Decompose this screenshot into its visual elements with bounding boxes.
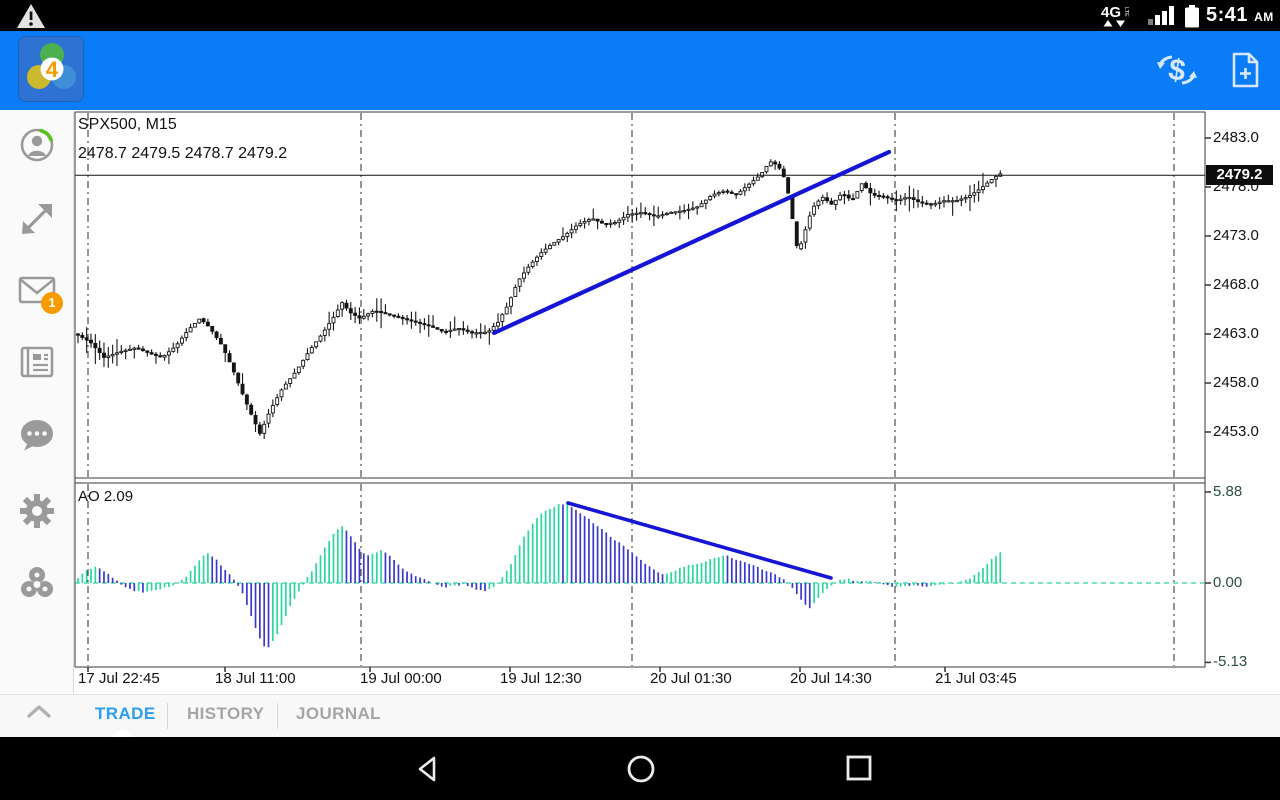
network-4g-lte-icon: 4G LTE bbox=[1101, 4, 1129, 27]
svg-text:4: 4 bbox=[46, 57, 59, 82]
sidebar-item-settings[interactable] bbox=[15, 489, 59, 533]
sidebar-item-messages[interactable] bbox=[15, 412, 59, 456]
indicator-tick-label: 5.88 bbox=[1213, 482, 1243, 500]
android-nav-bar bbox=[0, 737, 1280, 800]
svg-text:4G: 4G bbox=[1101, 4, 1121, 21]
back-icon[interactable] bbox=[415, 754, 441, 784]
clock: 5:41 AM bbox=[1206, 4, 1274, 27]
clock-meridiem: AM bbox=[1254, 10, 1274, 24]
tab-trade[interactable]: TRADE bbox=[95, 704, 156, 723]
sidebar-item-about[interactable] bbox=[15, 561, 59, 605]
svg-text:$: $ bbox=[1166, 53, 1187, 88]
signal-bars-icon bbox=[1148, 6, 1174, 25]
chart-background bbox=[74, 110, 1280, 694]
current-price-badge: 2479.2 bbox=[1206, 165, 1273, 185]
time-tick-label: 18 Jul 11:00 bbox=[215, 670, 296, 687]
indicator-tick-label: -5.13 bbox=[1213, 653, 1248, 671]
time-tick-label: 19 Jul 12:30 bbox=[500, 670, 582, 687]
recent-apps-icon[interactable] bbox=[845, 754, 873, 782]
news-icon bbox=[20, 346, 54, 378]
gear-icon bbox=[20, 494, 54, 528]
mail-icon bbox=[18, 276, 56, 304]
battery-icon bbox=[1185, 5, 1199, 28]
price-tick-label: 2453.0 bbox=[1213, 423, 1259, 440]
time-tick-label: 17 Jul 22:45 bbox=[78, 670, 160, 687]
sidebar-item-charts[interactable] bbox=[15, 197, 59, 241]
tab-divider bbox=[277, 703, 278, 729]
bottom-tab-bar: TRADE HISTORY JOURNAL bbox=[0, 694, 1280, 737]
price-tick-label: 2458.0 bbox=[1213, 374, 1259, 391]
sidebar: 1 bbox=[0, 110, 74, 694]
tab-journal[interactable]: JOURNAL bbox=[296, 704, 381, 723]
trade-panel-notch bbox=[110, 729, 134, 737]
new-order-icon[interactable] bbox=[1223, 48, 1267, 92]
price-tick-label: 2463.0 bbox=[1213, 325, 1259, 342]
price-tick-label: 2483.0 bbox=[1213, 129, 1259, 146]
sidebar-item-mailbox[interactable]: 1 bbox=[15, 268, 63, 314]
indicator-label: AO 2.09 bbox=[78, 488, 134, 505]
time-tick-label: 20 Jul 01:30 bbox=[650, 670, 732, 687]
mail-unread-badge: 1 bbox=[41, 292, 63, 314]
sidebar-item-news[interactable] bbox=[15, 340, 59, 384]
price-tick-label: 2473.0 bbox=[1213, 227, 1259, 244]
indicator-tick-label: 0.00 bbox=[1213, 574, 1243, 591]
mt4-logo-icon: 4 bbox=[27, 43, 76, 89]
mt-logo-icon bbox=[21, 567, 53, 597]
time-tick-label: 20 Jul 14:30 bbox=[790, 670, 872, 687]
app-toolbar: 4 $ bbox=[0, 31, 1280, 110]
account-circle-icon bbox=[20, 128, 54, 162]
chart-ohlc-values: 2478.7 2479.5 2478.7 2479.2 bbox=[78, 145, 288, 162]
collapse-chevron-up-icon[interactable] bbox=[26, 703, 52, 719]
warning-icon bbox=[17, 4, 45, 28]
time-tick-label: 19 Jul 00:00 bbox=[360, 670, 442, 687]
price-tick-label: 2468.0 bbox=[1213, 276, 1259, 293]
tab-divider bbox=[167, 703, 168, 729]
time-tick-label: 21 Jul 03:45 bbox=[935, 670, 1017, 687]
svg-text:LTE: LTE bbox=[1123, 7, 1129, 17]
trend-arrow-icon bbox=[22, 204, 52, 234]
tab-history[interactable]: HISTORY bbox=[187, 704, 265, 723]
chat-icon bbox=[21, 420, 53, 451]
sidebar-item-quotes[interactable] bbox=[15, 123, 59, 167]
mt4-app-logo-button[interactable]: 4 bbox=[18, 36, 84, 102]
android-status-bar: 4G LTE 5:41 AM bbox=[0, 0, 1280, 31]
chart-symbol-label: SPX500, M15 bbox=[78, 116, 177, 133]
clock-time: 5:41 bbox=[1206, 4, 1249, 26]
home-icon[interactable] bbox=[626, 754, 656, 784]
trade-currency-icon[interactable]: $ bbox=[1155, 48, 1199, 92]
